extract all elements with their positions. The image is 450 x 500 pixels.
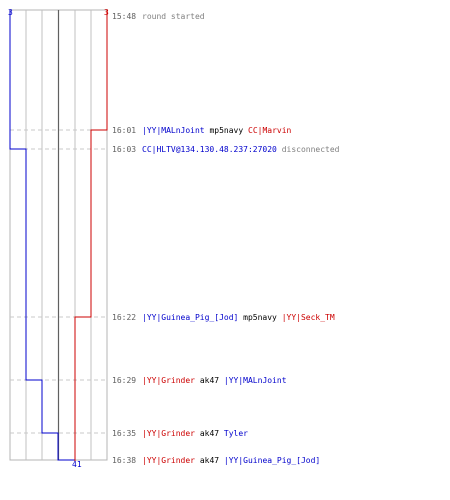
event-row: 16:22 |YY|Guinea_Pig_[Jod] mp5navy |YY|S… <box>112 313 335 322</box>
event-time: 16:38 <box>112 456 136 465</box>
red-team-count: 3 <box>104 8 109 17</box>
event-text: |YY|Grinder ak47 |YY|MALnJoint <box>142 376 287 385</box>
event-text: |YY|Grinder ak47 Tyler <box>142 429 248 438</box>
event-time: 16:01 <box>112 126 136 135</box>
event-text: |YY|Grinder ak47 |YY|Guinea_Pig_[Jod] <box>142 456 320 465</box>
event-time: 15:48 <box>112 12 136 21</box>
event-time: 16:03 <box>112 145 136 154</box>
event-text: round started <box>142 12 205 21</box>
blue-team-line <box>9 10 75 461</box>
event-row: 15:48 round started <box>112 12 205 21</box>
event-part-red: |YY|Grinder <box>142 376 195 385</box>
blue-team-count: 3 <box>8 8 13 17</box>
event-status: disconnected <box>282 145 340 154</box>
event-row: 16:01 |YY|MALnJoint mp5navy CC|Marvin <box>112 126 292 135</box>
event-row: 16:03 CC|HLTV@134.130.48.237:27020 disco… <box>112 145 340 154</box>
event-weapon: mp5navy <box>243 313 277 322</box>
event-row: 16:29 |YY|Grinder ak47 |YY|MALnJoint <box>112 376 287 385</box>
red-team-line <box>74 10 108 462</box>
event-part-blue: CC|HLTV@134.130.48.237:27020 <box>142 145 277 154</box>
event-row: 16:38 |YY|Grinder ak47 |YY|Guinea_Pig_[J… <box>112 456 320 465</box>
event-weapon: mp5navy <box>209 126 243 135</box>
event-time: 16:22 <box>112 313 136 322</box>
event-part-blue: |YY|Guinea_Pig_[Jod] <box>224 456 320 465</box>
event-weapon: ak47 <box>200 429 219 438</box>
event-weapon: ak47 <box>200 456 219 465</box>
event-part-red: |YY|Grinder <box>142 429 195 438</box>
event-row: 16:35 |YY|Grinder ak47 Tyler <box>112 429 248 438</box>
event-part-red: |YY|Grinder <box>142 456 195 465</box>
event-text: CC|HLTV@134.130.48.237:27020 disconnecte… <box>142 145 340 154</box>
event-weapon: ak47 <box>200 376 219 385</box>
event-part-blue: |YY|MALnJoint <box>142 126 205 135</box>
event-part-red: CC|Marvin <box>248 126 292 135</box>
event-part: round started <box>142 12 205 21</box>
event-time: 16:29 <box>112 376 136 385</box>
end-count: 41 <box>72 460 82 469</box>
event-part-blue: Tyler <box>224 429 248 438</box>
event-text: |YY|Guinea_Pig_[Jod] mp5navy |YY|Seck_TM <box>142 313 335 322</box>
event-time: 16:35 <box>112 429 136 438</box>
event-part-blue: |YY|MALnJoint <box>224 376 287 385</box>
event-part-red: |YY|Seck_TM <box>282 313 335 322</box>
event-part-blue: |YY|Guinea_Pig_[Jod] <box>142 313 238 322</box>
event-text: |YY|MALnJoint mp5navy CC|Marvin <box>142 126 292 135</box>
